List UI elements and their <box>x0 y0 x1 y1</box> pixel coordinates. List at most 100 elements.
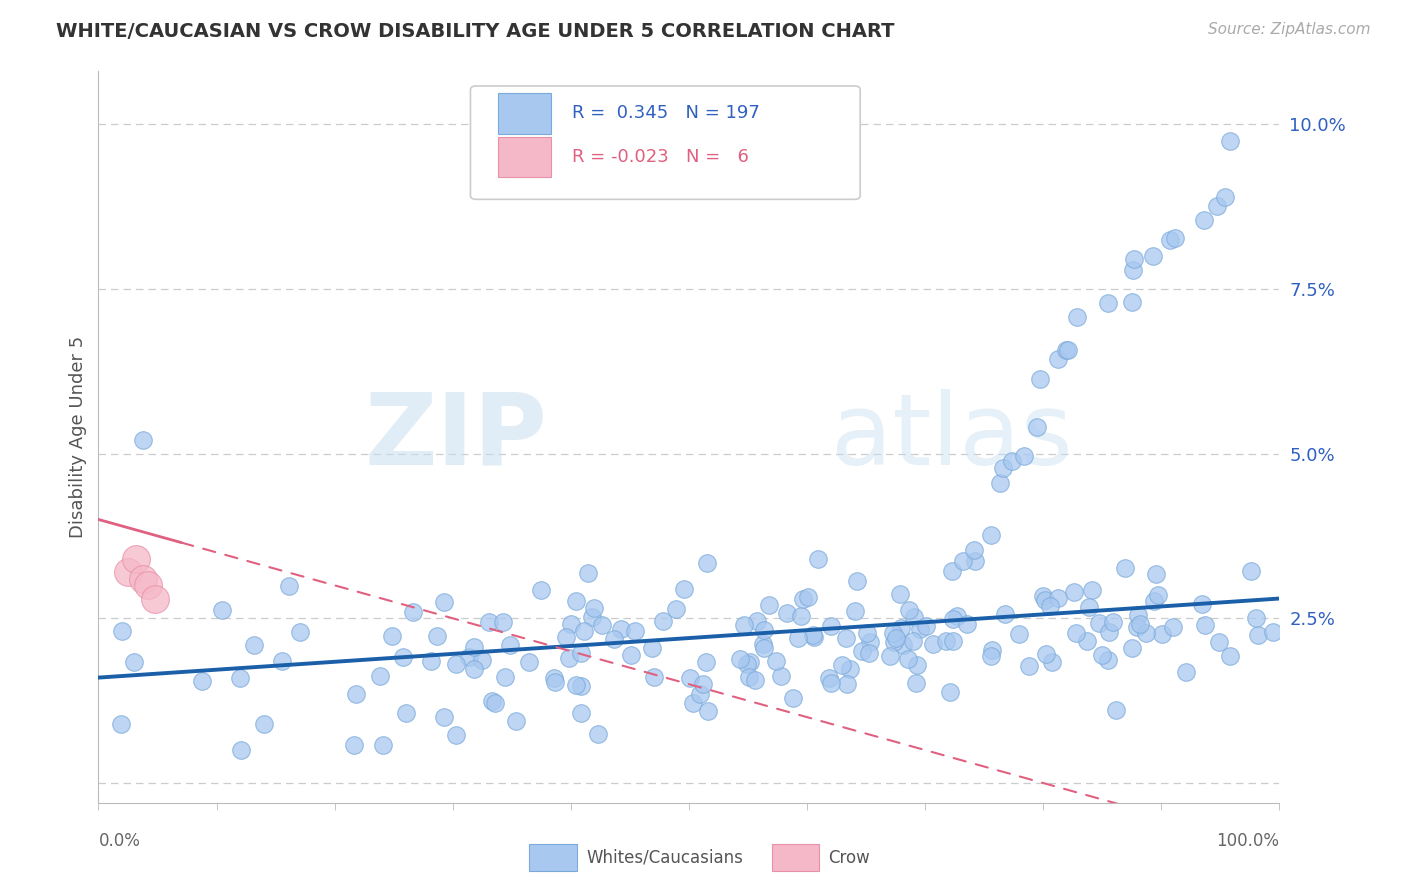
Point <box>1039 599 1062 614</box>
Point <box>787 631 810 645</box>
Point <box>946 609 969 624</box>
Point <box>844 604 866 618</box>
Point <box>792 592 814 607</box>
Point <box>908 622 931 636</box>
Point <box>505 714 527 728</box>
Point <box>1122 263 1144 277</box>
Point <box>801 628 824 642</box>
Point <box>845 574 868 589</box>
Point <box>517 655 540 669</box>
Point <box>738 669 761 683</box>
Point <box>1018 659 1040 673</box>
Point <box>229 671 252 685</box>
Point <box>381 629 404 643</box>
Point <box>1144 567 1167 582</box>
Point <box>696 556 718 570</box>
Point <box>484 696 506 710</box>
Point <box>610 622 633 636</box>
Point <box>603 632 626 646</box>
Point <box>754 641 776 656</box>
Point <box>117 565 139 579</box>
Point <box>665 601 688 615</box>
Point <box>1026 419 1049 434</box>
Point <box>569 679 592 693</box>
Point <box>588 727 610 741</box>
Point <box>1078 600 1101 615</box>
Point <box>457 649 479 664</box>
Point <box>132 572 155 586</box>
Point <box>1240 564 1263 578</box>
Point <box>1012 449 1035 463</box>
Point <box>831 657 853 672</box>
Point <box>980 649 1002 664</box>
Point <box>446 728 468 742</box>
Point <box>898 602 921 616</box>
Point <box>1192 212 1215 227</box>
Point <box>1175 665 1198 679</box>
Point <box>426 629 449 643</box>
Point <box>125 552 148 566</box>
Point <box>1091 648 1114 662</box>
Point <box>903 609 925 624</box>
Point <box>689 687 711 701</box>
Point <box>1152 626 1174 640</box>
Text: R = -0.023   N =   6: R = -0.023 N = 6 <box>572 148 749 166</box>
Text: 100.0%: 100.0% <box>1216 832 1279 850</box>
Point <box>620 648 643 663</box>
Point <box>191 673 214 688</box>
Point <box>391 650 413 665</box>
Point <box>110 717 132 731</box>
Point <box>555 630 578 644</box>
Point <box>1057 343 1080 357</box>
Point <box>544 674 567 689</box>
Point <box>492 615 515 629</box>
Point <box>1105 703 1128 717</box>
Point <box>343 738 366 752</box>
Point <box>981 643 1004 657</box>
Point <box>1126 608 1149 623</box>
Point <box>859 635 882 649</box>
Point <box>803 630 825 644</box>
Point <box>1102 615 1125 629</box>
Point <box>963 554 986 568</box>
Point <box>229 743 252 757</box>
Point <box>897 652 920 666</box>
FancyBboxPatch shape <box>530 845 576 871</box>
Point <box>935 633 957 648</box>
Point <box>883 635 905 649</box>
Point <box>1135 625 1157 640</box>
Point <box>1161 620 1184 634</box>
Point <box>1063 585 1085 599</box>
Point <box>858 646 880 660</box>
Point <box>891 638 914 652</box>
Point <box>569 706 592 721</box>
Point <box>651 614 673 628</box>
Point <box>433 594 456 608</box>
Point <box>1123 252 1146 266</box>
Point <box>839 662 862 676</box>
Point <box>980 528 1002 542</box>
Point <box>765 654 787 668</box>
Point <box>243 638 266 652</box>
Point <box>1088 616 1111 631</box>
Point <box>884 632 907 646</box>
Point <box>991 461 1014 475</box>
Point <box>856 625 879 640</box>
Text: WHITE/CAUCASIAN VS CROW DISABILITY AGE UNDER 5 CORRELATION CHART: WHITE/CAUCASIAN VS CROW DISABILITY AGE U… <box>56 22 894 41</box>
Point <box>879 648 901 663</box>
Point <box>211 602 233 616</box>
Point <box>1147 588 1170 602</box>
Point <box>143 591 166 606</box>
Point <box>745 614 768 628</box>
Point <box>253 717 276 731</box>
Point <box>481 694 503 708</box>
Text: Source: ZipAtlas.com: Source: ZipAtlas.com <box>1208 22 1371 37</box>
Point <box>796 591 818 605</box>
Point <box>901 634 924 648</box>
Point <box>733 618 755 632</box>
Point <box>1219 134 1241 148</box>
Point <box>882 625 904 640</box>
Point <box>395 706 418 720</box>
Point <box>939 684 962 698</box>
Point <box>994 607 1017 621</box>
